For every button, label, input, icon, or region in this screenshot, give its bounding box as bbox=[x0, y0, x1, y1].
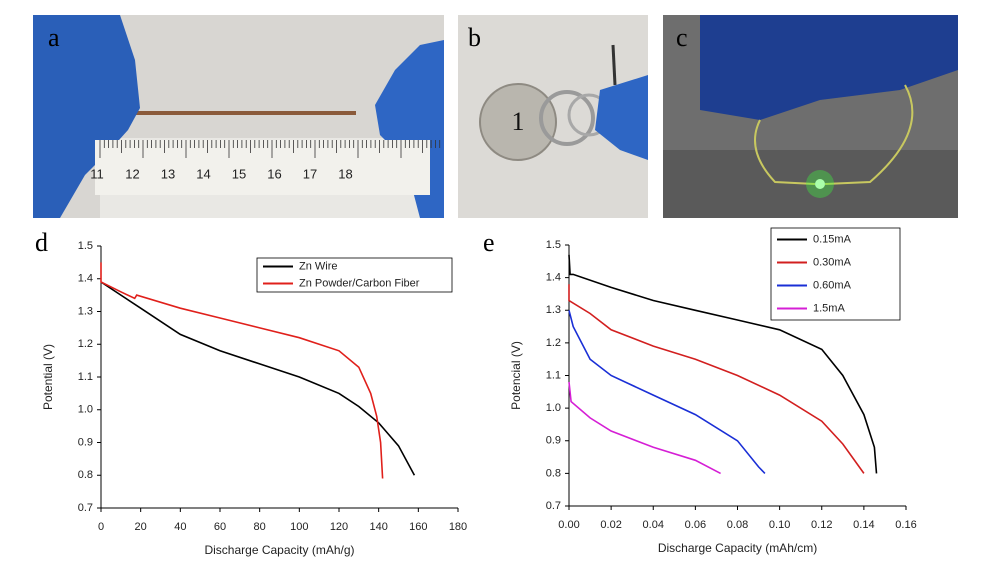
legend-label: 0.60mA bbox=[813, 279, 852, 291]
ruler bbox=[95, 140, 430, 195]
y-tick-label: 1.1 bbox=[546, 369, 561, 381]
x-tick-label: 0.02 bbox=[600, 519, 621, 531]
y-tick-label: 0.9 bbox=[78, 436, 93, 448]
y-tick-label: 1.0 bbox=[546, 402, 561, 414]
x-tick-label: 140 bbox=[369, 521, 387, 533]
x-tick-label: 40 bbox=[174, 521, 186, 533]
x-axis-label: Discharge Capacity (mAh/g) bbox=[204, 543, 354, 557]
x-tick-label: 80 bbox=[254, 521, 266, 533]
photo-b: 1 b bbox=[458, 15, 648, 218]
x-tick-label: 0.00 bbox=[558, 519, 579, 531]
photo-c: c bbox=[663, 15, 958, 218]
data-line bbox=[100, 262, 384, 479]
y-tick-label: 1.5 bbox=[78, 240, 93, 252]
legend-label: Zn Wire bbox=[299, 260, 338, 272]
data-line bbox=[568, 284, 865, 474]
y-tick-label: 0.7 bbox=[78, 502, 93, 514]
ruler-label: 17 bbox=[303, 166, 317, 181]
panel-label: d bbox=[35, 228, 48, 257]
x-tick-label: 180 bbox=[449, 521, 467, 533]
data-line bbox=[568, 381, 721, 475]
panel-label: c bbox=[676, 23, 688, 52]
ruler-label: 11 bbox=[90, 166, 104, 181]
ruler-label: 18 bbox=[338, 166, 352, 181]
x-tick-label: 0.12 bbox=[811, 519, 832, 531]
y-tick-label: 0.9 bbox=[546, 435, 561, 447]
y-axis-label: Potencial (V) bbox=[509, 341, 523, 410]
y-tick-label: 1.0 bbox=[78, 404, 93, 416]
data-line bbox=[100, 281, 416, 476]
coin-text: 1 bbox=[512, 107, 525, 136]
x-tick-label: 0.06 bbox=[685, 519, 706, 531]
y-tick-label: 1.3 bbox=[546, 304, 561, 316]
y-tick-label: 1.5 bbox=[546, 239, 561, 251]
x-tick-label: 0.14 bbox=[853, 519, 874, 531]
data-line bbox=[568, 254, 878, 474]
x-tick-label: 20 bbox=[135, 521, 147, 533]
ruler-label: 16 bbox=[267, 166, 281, 181]
x-axis-label: Discharge Capacity (mAh/cm) bbox=[658, 541, 817, 555]
y-tick-label: 1.4 bbox=[546, 272, 561, 284]
ruler-label: 15 bbox=[232, 166, 246, 181]
y-tick-label: 0.8 bbox=[546, 467, 561, 479]
x-tick-label: 120 bbox=[330, 521, 348, 533]
legend-label: 1.5mA bbox=[813, 302, 845, 314]
x-tick-label: 0.04 bbox=[643, 519, 664, 531]
x-tick-label: 160 bbox=[409, 521, 427, 533]
x-tick-label: 0 bbox=[98, 521, 104, 533]
panel-label: a bbox=[48, 23, 60, 52]
y-tick-label: 1.2 bbox=[546, 337, 561, 349]
panel-label: b bbox=[468, 23, 481, 52]
legend-box bbox=[770, 227, 901, 321]
x-tick-label: 0.16 bbox=[895, 519, 916, 531]
y-tick-label: 0.7 bbox=[546, 500, 561, 512]
y-tick-label: 1.1 bbox=[78, 371, 93, 383]
panel-label: e bbox=[483, 228, 495, 257]
x-tick-label: 0.10 bbox=[769, 519, 790, 531]
legend-label: 0.15mA bbox=[813, 233, 852, 245]
ruler-label: 12 bbox=[125, 166, 139, 181]
legend-box bbox=[256, 257, 453, 293]
ruler-label: 14 bbox=[196, 166, 210, 181]
y-tick-label: 1.2 bbox=[78, 338, 93, 350]
y-tick-label: 1.3 bbox=[78, 305, 93, 317]
x-tick-label: 100 bbox=[290, 521, 308, 533]
legend-label: Zn Powder/Carbon Fiber bbox=[299, 277, 420, 289]
x-tick-label: 0.08 bbox=[727, 519, 748, 531]
y-axis-label: Potential (V) bbox=[41, 344, 55, 410]
legend-label: 0.30mA bbox=[813, 256, 852, 268]
photo-a: 11 12 13 14 15 16 17 18 a bbox=[33, 15, 444, 218]
y-tick-label: 1.4 bbox=[78, 273, 93, 285]
data-line bbox=[568, 310, 766, 474]
ruler-label: 13 bbox=[161, 166, 175, 181]
y-tick-label: 0.8 bbox=[78, 469, 93, 481]
x-tick-label: 60 bbox=[214, 521, 226, 533]
